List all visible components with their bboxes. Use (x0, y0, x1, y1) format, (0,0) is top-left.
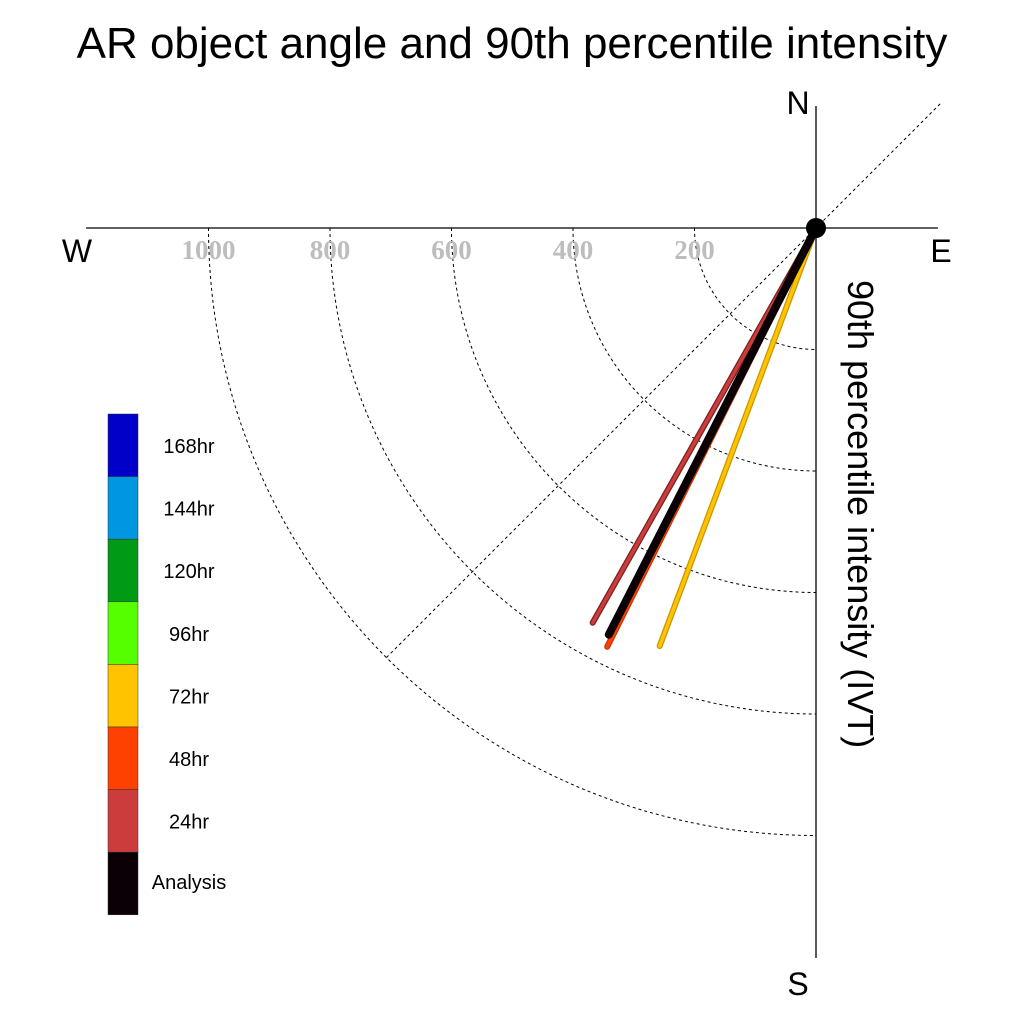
legend-label-144hr: 144hr (163, 499, 214, 521)
legend-swatch-120hr (107, 538, 139, 603)
legend-swatch-144hr (107, 476, 139, 540)
chart-title: AR object angle and 90th percentile inte… (77, 19, 948, 68)
legend: 168hr 144hr 120hr 96hr 72hr 48hr 24hr Analysis (107, 413, 226, 916)
y-axis-label: 90th percentile intensity (IVT) (840, 280, 881, 748)
compass-west-label: W (62, 233, 93, 269)
legend-swatch-48hr (107, 726, 139, 790)
radial-ring-800 (329, 227, 817, 715)
legend-label-24hr: 24hr (169, 812, 209, 834)
compass-north-label: N (786, 85, 809, 121)
tick-label-200: 200 (674, 235, 715, 265)
radial-ring-1000 (208, 227, 817, 836)
legend-swatch-72hr (107, 664, 139, 728)
vector-analysis (605, 225, 819, 638)
tick-label-800: 800 (310, 235, 351, 265)
legend-label-168hr: 168hr (163, 436, 214, 458)
legend-swatch-168hr (107, 413, 139, 477)
legend-label-96hr: 96hr (169, 624, 209, 646)
legend-label-48hr: 48hr (169, 749, 209, 771)
legend-label-120hr: 120hr (163, 561, 214, 583)
vector-series (589, 224, 820, 650)
tick-label-400: 400 (553, 235, 594, 265)
legend-swatch-24hr (107, 789, 139, 853)
origin-marker (806, 218, 826, 238)
radial-ring-600 (451, 227, 817, 593)
legend-swatch-96hr (107, 601, 139, 665)
legend-label-72hr: 72hr (169, 686, 209, 708)
diagonal-guide-line (386, 102, 942, 658)
vector-72hr (657, 226, 818, 648)
compass-south-label: S (787, 966, 808, 1002)
radial-ring-200 (694, 227, 817, 350)
compass-east-label: E (930, 233, 951, 269)
legend-swatch-analysis (107, 851, 139, 916)
legend-label-analysis: Analysis (152, 872, 226, 894)
radial-ring-400 (572, 227, 817, 472)
tick-label-1000: 1000 (182, 235, 236, 265)
radial-tick-labels: 200 400 600 800 1000 (182, 235, 715, 265)
polar-grid (208, 102, 942, 836)
tick-label-600: 600 (431, 235, 472, 265)
